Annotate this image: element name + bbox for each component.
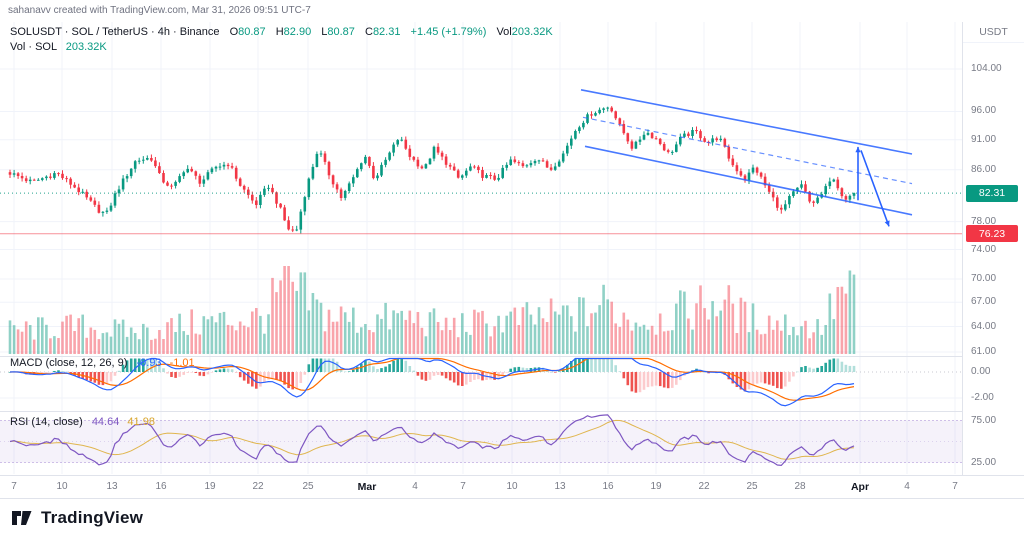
price-tick-label: 75.00	[971, 414, 997, 426]
price-tick-label: 67.00	[971, 296, 997, 308]
macd-signal-value: -1.01	[169, 357, 195, 369]
time-axis[interactable]: 7 10 13 16 19 22 25 Mar 4 7 10 13 16 19 22 25 28 Apr 4 7	[0, 475, 1024, 499]
close-value: 82.31	[372, 26, 401, 38]
price-axis[interactable]: USDT 104.00 96.00 91.00 86.00 78.00 74.00 70.0…	[962, 22, 1024, 475]
volume-legend: Vol · SOL 203.32K	[10, 41, 107, 53]
change-value: +1.45 (+1.79%)	[410, 26, 487, 38]
price-tick-label: 91.00	[971, 133, 997, 145]
time-tick-label: 7	[460, 481, 466, 492]
price-axis-ticks: 104.00 96.00 91.00 86.00 78.00 74.00 70.00 67.0…	[963, 22, 1024, 475]
time-tick-label: 16	[602, 481, 614, 492]
low-label: L	[321, 26, 328, 38]
open-label: O	[229, 26, 239, 38]
volume-series-value: 203.32K	[65, 41, 107, 53]
price-tick-label: 104.00	[971, 63, 1002, 74]
currency-label: USDT	[963, 22, 1024, 43]
time-tick-label: 16	[155, 481, 167, 492]
price-tick-label: -2.00	[971, 392, 994, 403]
volume-series-label[interactable]: Vol · SOL	[10, 41, 57, 53]
open-value: 80.87	[238, 26, 266, 38]
rsi-value: 44.64	[91, 416, 120, 428]
time-tick-label: 25	[302, 481, 314, 492]
rsi-label[interactable]: RSI (14, close)	[10, 416, 83, 428]
time-tick-label: 22	[698, 481, 710, 492]
rsi-ma-value: 41.98	[127, 416, 155, 428]
time-tick-label: Apr	[850, 481, 870, 493]
rsi-legend: RSI (14, close) 44.64 41.98	[10, 416, 155, 428]
time-tick-label: 7	[952, 481, 958, 492]
time-tick-label: Mar	[357, 481, 377, 493]
time-tick-label: 4	[412, 481, 418, 492]
macd-legend: MACD (close, 12, 26, 9) -0.93 -1.01	[10, 357, 195, 369]
level-price-badge: 76.23	[966, 225, 1018, 243]
price-tick-label: 0.00	[971, 366, 991, 377]
macd-value: -0.93	[136, 357, 162, 369]
time-tick-label: 13	[554, 481, 566, 492]
volume-label: Vol	[496, 26, 512, 38]
time-tick-label: 7	[11, 481, 17, 492]
time-tick-label: 10	[56, 481, 68, 492]
tradingview-wordmark: TradingView	[41, 508, 144, 527]
macd-label[interactable]: MACD (close, 12, 26, 9)	[10, 357, 128, 369]
tradingview-logo[interactable]: TradingView	[10, 506, 143, 530]
attribution-text: sahanavv created with TradingView.com, M…	[8, 5, 311, 16]
price-tick-label: 25.00	[971, 456, 997, 468]
time-tick-label: 19	[650, 481, 662, 492]
time-tick-label: 13	[106, 481, 118, 492]
high-value: 82.90	[283, 26, 312, 38]
price-tick-label: 64.00	[971, 320, 997, 332]
price-tick-label: 74.00	[971, 243, 997, 255]
time-tick-label: 10	[506, 481, 518, 492]
price-tick-label: 86.00	[971, 163, 997, 175]
high-label: H	[275, 26, 284, 38]
tradingview-icon	[12, 511, 32, 525]
time-tick-label: 4	[904, 481, 910, 492]
price-tick-label: 61.00	[971, 346, 997, 357]
time-tick-label: 25	[746, 481, 758, 492]
price-tick-label: 96.00	[971, 105, 997, 117]
symbol-legend: SOLUSDT · SOL / TetherUS · 4h · Binance …	[10, 26, 553, 38]
price-tick-label: 70.00	[971, 272, 997, 284]
low-value: 80.87	[327, 26, 355, 38]
symbol-title[interactable]: SOLUSDT · SOL / TetherUS · 4h · Binance	[10, 26, 220, 38]
last-price-badge: 82.31	[966, 184, 1018, 202]
time-tick-label: 28	[794, 481, 806, 492]
time-tick-label: 19	[204, 481, 216, 492]
volume-value: 203.32K	[511, 26, 553, 38]
close-label: C	[364, 26, 373, 38]
time-tick-label: 22	[252, 481, 264, 492]
